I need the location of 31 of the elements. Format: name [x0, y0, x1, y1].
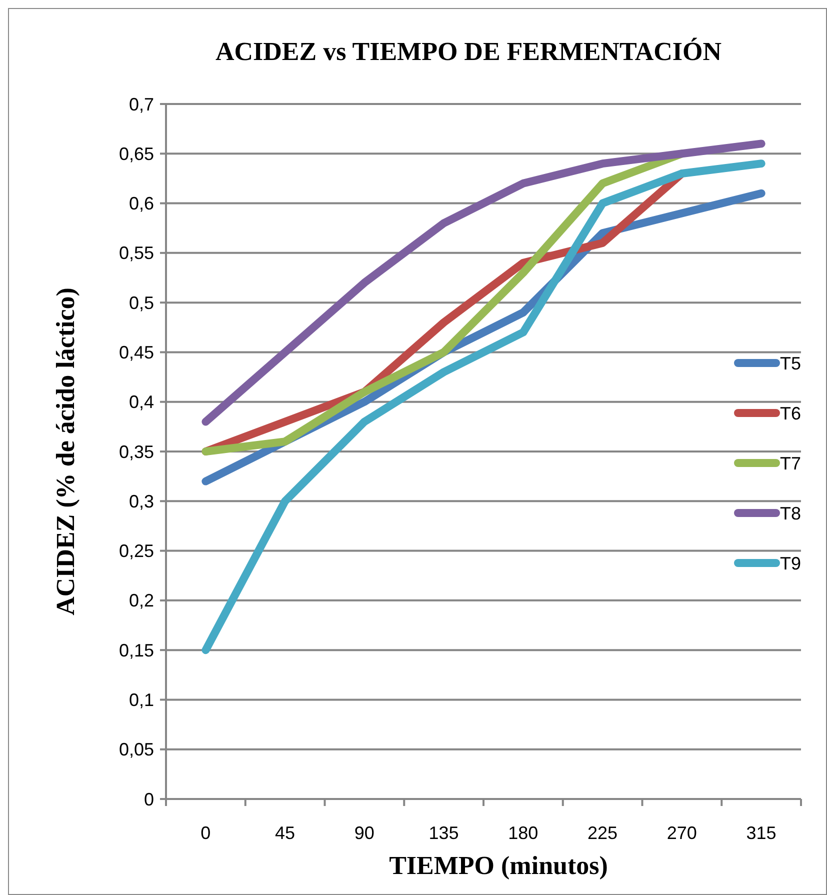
- y-tick-label: 0,25: [118, 541, 154, 562]
- legend-label: T7: [780, 453, 802, 474]
- y-tick-label: 0,4: [128, 392, 154, 412]
- legend-label: T5: [780, 353, 802, 374]
- y-tick-label: 0,45: [118, 342, 154, 363]
- x-tick-label: 0: [200, 823, 211, 843]
- y-tick-label: 0: [144, 789, 154, 810]
- legend-label: T9: [780, 553, 802, 574]
- y-axis-title: ACIDEZ (% de ácido láctico): [51, 288, 80, 616]
- x-tick-label: 135: [428, 823, 459, 843]
- legend-label: T8: [780, 503, 802, 524]
- x-tick-label: 180: [508, 823, 538, 843]
- y-tick-label: 0,2: [128, 590, 154, 611]
- x-tick-label: 90: [354, 823, 374, 843]
- y-tick-label: 0,05: [118, 740, 154, 760]
- x-axis-title: TIEMPO (minutos): [389, 851, 608, 880]
- x-tick-label: 225: [588, 823, 618, 843]
- y-tick-label: 0,15: [118, 640, 154, 660]
- y-tick-label: 0,7: [128, 94, 154, 114]
- y-tick-label: 0,35: [118, 442, 154, 462]
- y-tick-label: 0,6: [128, 194, 154, 214]
- chart-title: ACIDEZ vs TIEMPO DE FERMENTACIÓN: [215, 37, 722, 66]
- legend-label: T6: [780, 403, 802, 424]
- x-tick-label: 45: [275, 823, 296, 843]
- x-tick-label: 270: [666, 823, 697, 843]
- y-tick-label: 0,1: [128, 690, 154, 710]
- x-tick-label: 315: [746, 823, 776, 843]
- y-tick-label: 0,65: [118, 144, 154, 164]
- y-tick-label: 0,3: [128, 491, 154, 512]
- y-tick-label: 0,5: [128, 292, 154, 313]
- y-tick-label: 0,55: [118, 243, 154, 264]
